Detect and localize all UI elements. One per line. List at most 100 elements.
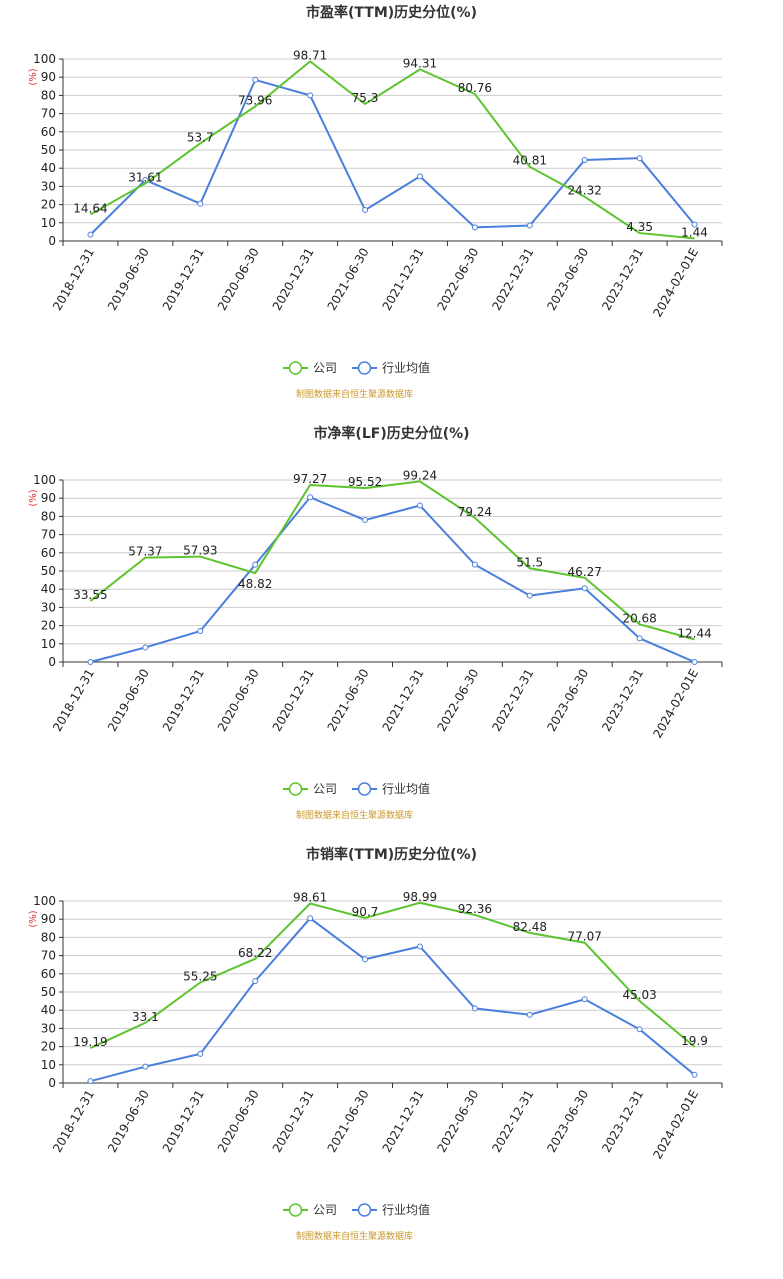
y-axis-label: (%)	[28, 910, 39, 927]
y-axis-label: (%)	[28, 68, 39, 85]
data-label: 46.27	[568, 565, 602, 579]
industry-point[interactable]	[471, 1005, 478, 1012]
x-tick-label: 2021-12-31	[380, 1088, 427, 1155]
industry-point[interactable]	[252, 561, 259, 568]
x-tick-label: 2022-12-31	[489, 246, 536, 313]
data-label: 98.71	[293, 48, 327, 62]
source-note: 制图数据来自恒生聚源数据库	[296, 388, 413, 400]
x-tick-label: 2019-12-31	[160, 246, 207, 313]
industry-point[interactable]	[636, 1026, 643, 1033]
chart-svg: 市净率(LF)历史分位(%) 0 10 20 30 40 50 60 70 80 90 100 (%) 2…	[28, 425, 723, 821]
y-tick-label: 80	[41, 509, 56, 523]
y-tick-label: 90	[41, 912, 56, 926]
industry-point[interactable]	[87, 231, 94, 238]
industry-point[interactable]	[581, 157, 588, 164]
x-tick-label: 2021-12-31	[380, 667, 427, 734]
data-label: 80.76	[458, 81, 492, 95]
industry-point[interactable]	[197, 1050, 204, 1057]
industry-point[interactable]	[362, 517, 369, 524]
industry-point[interactable]	[362, 956, 369, 963]
x-tick-label: 2021-06-30	[325, 667, 372, 734]
industry-point[interactable]	[197, 200, 204, 207]
legend-marker-industry[interactable]	[357, 361, 372, 375]
industry-point[interactable]	[87, 1078, 94, 1085]
data-label: 68.22	[238, 946, 272, 960]
industry-series-line	[90, 496, 695, 663]
x-tick-label: 2020-12-31	[270, 246, 317, 313]
data-label: 75.3	[352, 91, 379, 105]
industry-point[interactable]	[636, 155, 643, 162]
chart-title: 市净率(LF)历史分位(%)	[313, 425, 469, 442]
legend-label-company[interactable]: 公司	[313, 361, 337, 375]
industry-point[interactable]	[471, 224, 478, 231]
industry-point[interactable]	[526, 592, 533, 599]
industry-point[interactable]	[197, 628, 204, 635]
data-label: 19.9	[681, 1034, 708, 1048]
industry-point[interactable]	[581, 996, 588, 1003]
industry-point[interactable]	[252, 978, 259, 985]
industry-point[interactable]	[526, 1011, 533, 1018]
legend-marker-company[interactable]	[288, 782, 303, 796]
industry-point[interactable]	[87, 659, 94, 665]
legend-marker-company[interactable]	[288, 1203, 303, 1217]
data-label: 82.48	[513, 920, 547, 934]
data-label: 48.82	[238, 577, 272, 591]
pb-chart: 市净率(LF)历史分位(%) 0 10 20 30 40 50 60 70 80 90 100 (%) 2…	[0, 421, 783, 842]
y-tick-label: 40	[41, 1003, 56, 1017]
y-tick-label: 70	[41, 949, 56, 963]
company-series-line	[89, 60, 695, 240]
industry-point[interactable]	[471, 561, 478, 568]
industry-point[interactable]	[581, 585, 588, 592]
y-tick-label: 70	[41, 528, 56, 542]
legend-label-industry[interactable]: 行业均值	[382, 781, 430, 796]
y-tick-label: 10	[41, 1058, 56, 1072]
industry-point[interactable]	[307, 494, 314, 501]
industry-point[interactable]	[252, 76, 259, 83]
industry-point[interactable]	[142, 1063, 149, 1070]
industry-point[interactable]	[307, 915, 314, 922]
x-tick-label: 2019-06-30	[105, 1088, 152, 1155]
industry-point[interactable]	[416, 943, 423, 950]
legend-label-company[interactable]: 公司	[313, 1203, 337, 1217]
x-tick-label: 2018-12-31	[50, 667, 97, 734]
industry-point[interactable]	[416, 502, 423, 509]
legend-label-company[interactable]: 公司	[313, 782, 337, 796]
industry-point[interactable]	[307, 92, 314, 99]
x-tick-label: 2018-12-31	[50, 1088, 97, 1155]
data-label: 99.24	[403, 468, 437, 482]
y-tick-label: 60	[41, 967, 56, 981]
x-tick-label: 2022-06-30	[434, 246, 481, 313]
industry-point[interactable]	[636, 635, 643, 642]
legend-label-industry[interactable]: 行业均值	[382, 1202, 430, 1217]
x-tick-label: 2022-12-31	[489, 667, 536, 734]
x-tick-label: 2020-06-30	[215, 246, 262, 313]
x-tick-label: 2023-06-30	[544, 246, 591, 313]
legend-marker-industry[interactable]	[357, 782, 372, 796]
y-tick-label: 60	[41, 125, 56, 139]
y-tick-label: 40	[41, 161, 56, 175]
industry-point[interactable]	[691, 659, 698, 665]
data-label: 79.24	[458, 505, 492, 519]
industry-point[interactable]	[362, 207, 369, 214]
industry-point[interactable]	[526, 222, 533, 229]
data-label: 31.61	[128, 170, 162, 184]
chart-title: 市盈率(TTM)历史分位(%)	[306, 4, 477, 21]
legend-marker-industry[interactable]	[357, 1203, 372, 1217]
chart-svg: 市盈率(TTM)历史分位(%) 0 10 20 30 40 50 60 70 80 90 100 (%)…	[28, 4, 723, 400]
data-label: 40.81	[513, 154, 547, 168]
x-tick-label: 2020-06-30	[215, 1088, 262, 1155]
company-series-line	[90, 901, 696, 1049]
data-label: 4.35	[626, 220, 653, 234]
y-tick-label: 40	[41, 582, 56, 596]
legend-label-industry[interactable]: 行业均值	[382, 360, 430, 375]
industry-point[interactable]	[416, 173, 423, 180]
y-tick-label: 60	[41, 546, 56, 560]
legend-marker-company[interactable]	[288, 361, 303, 375]
industry-point[interactable]	[142, 644, 149, 651]
y-tick-label: 100	[33, 473, 56, 487]
industry-point[interactable]	[691, 1071, 698, 1078]
x-tick-label: 2023-06-30	[544, 1088, 591, 1155]
industry-series-line	[89, 78, 696, 236]
data-label: 24.32	[568, 184, 602, 198]
industry-point[interactable]	[691, 221, 698, 228]
